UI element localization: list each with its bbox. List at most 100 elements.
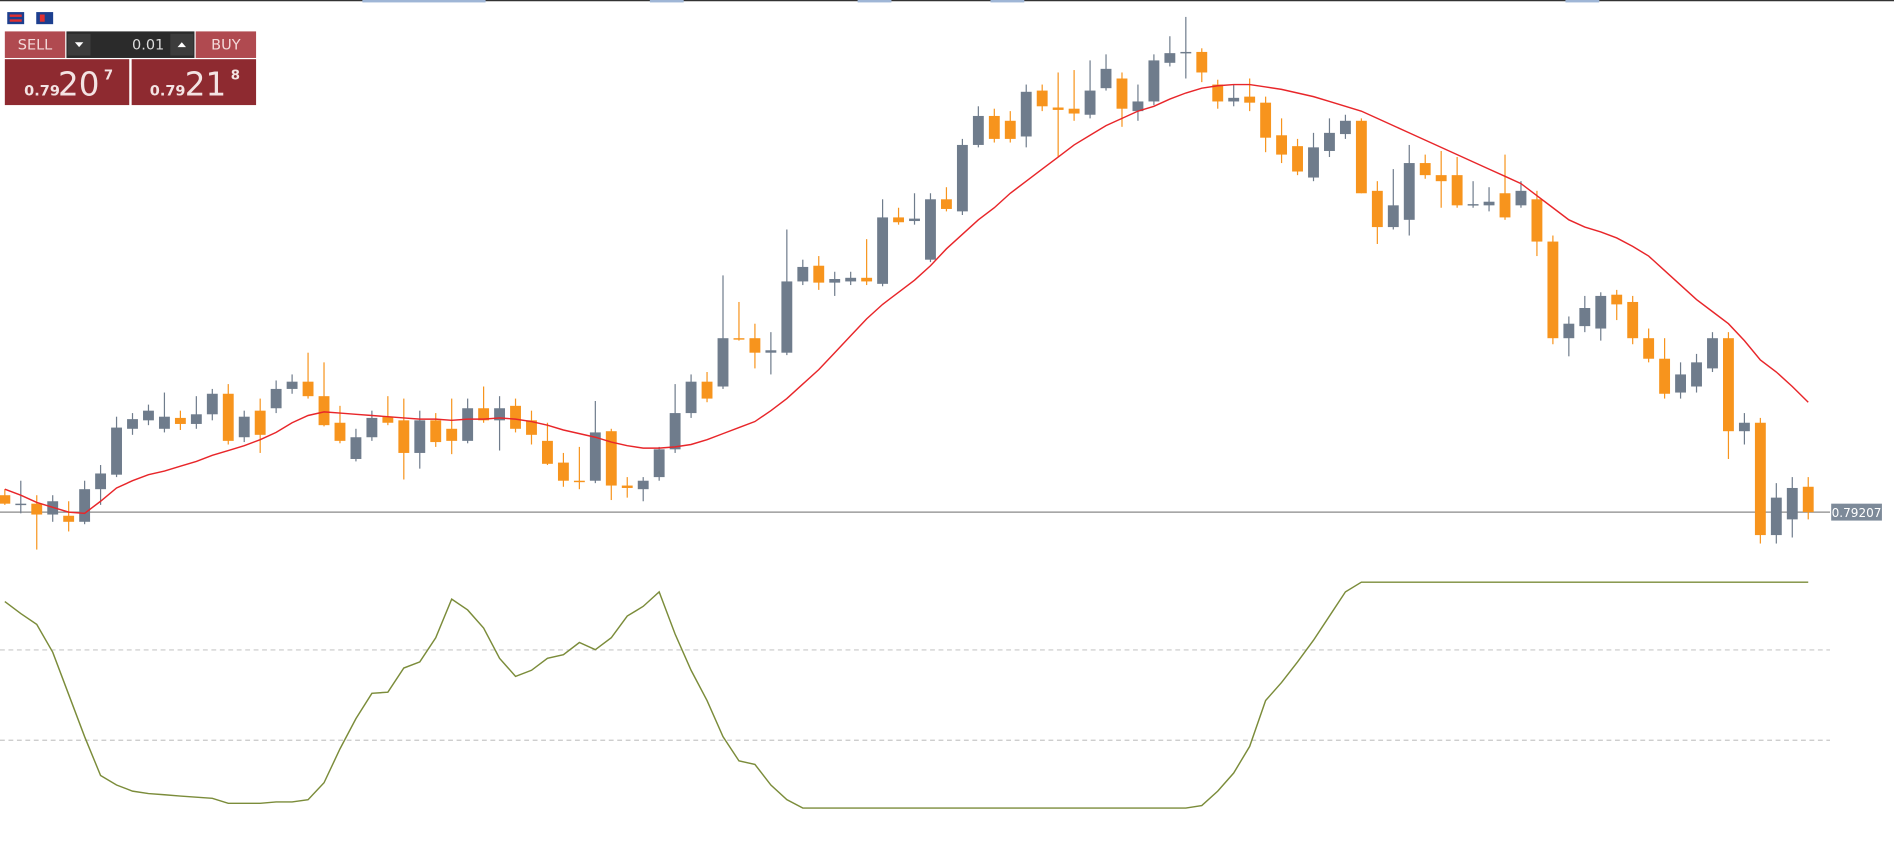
candle-body xyxy=(382,416,394,423)
candle-body xyxy=(63,515,75,522)
toolbar-icons xyxy=(7,12,54,25)
candle-body xyxy=(1355,120,1367,194)
sell-button[interactable] xyxy=(4,31,66,58)
candle-body xyxy=(877,217,889,284)
candle-body xyxy=(605,431,617,486)
candle-body xyxy=(510,405,521,429)
candle-body xyxy=(1627,301,1639,339)
candle-body xyxy=(1579,308,1591,327)
marker xyxy=(362,0,486,3)
candle-body xyxy=(1084,90,1096,115)
top-markers xyxy=(362,0,1600,3)
icon[interactable] xyxy=(7,12,25,25)
candle-body xyxy=(1435,175,1447,182)
candle-body xyxy=(1260,102,1272,138)
candle-body xyxy=(1276,135,1288,155)
candle-body xyxy=(621,485,633,488)
candle-body xyxy=(190,414,202,424)
candle-body xyxy=(1467,204,1479,206)
trade-panel: SELL 0.01 BUY 0.79 20 7 0.79 21 8 xyxy=(4,31,257,106)
candle-body xyxy=(206,393,218,415)
candle-body xyxy=(254,410,266,435)
marker xyxy=(857,0,892,3)
candle-body xyxy=(909,218,920,222)
candle-body xyxy=(1116,78,1128,109)
candle-body xyxy=(701,381,713,399)
candle-body xyxy=(1531,199,1543,242)
candle-body xyxy=(462,408,474,441)
candle-body xyxy=(1770,497,1782,536)
price-label-bg xyxy=(1831,503,1882,521)
candle-body xyxy=(1675,374,1686,393)
candle-body xyxy=(1786,487,1798,520)
candle-body xyxy=(637,480,649,490)
candle-body xyxy=(781,281,793,353)
candle-body xyxy=(813,265,825,283)
candle-body xyxy=(1754,422,1766,536)
moving-average xyxy=(4,83,1809,515)
candle-body xyxy=(302,381,314,397)
candle-body xyxy=(1052,107,1064,110)
candle-body xyxy=(95,473,107,490)
candle-body xyxy=(893,217,904,223)
buy-price-box[interactable] xyxy=(131,59,257,106)
buy-button[interactable] xyxy=(195,31,257,58)
candle-body xyxy=(1595,295,1607,329)
candle-body xyxy=(1659,358,1671,394)
sell-price-box[interactable] xyxy=(4,59,130,106)
buy-label: BUY xyxy=(211,38,241,54)
candle-body xyxy=(573,480,585,483)
candle-body xyxy=(1643,338,1655,359)
candle-body xyxy=(717,338,729,387)
marker xyxy=(1565,0,1600,3)
candle-body xyxy=(318,396,330,426)
candle-body xyxy=(861,277,873,282)
candle-body xyxy=(1292,146,1303,172)
candle-body xyxy=(1020,91,1032,137)
candle-body xyxy=(1100,68,1112,89)
candle-body xyxy=(31,503,43,515)
candle-body xyxy=(222,393,234,441)
arrow-up xyxy=(177,42,187,48)
sell-point: 7 xyxy=(104,69,113,84)
candle-body xyxy=(972,115,984,145)
candle-body xyxy=(127,419,138,429)
candle-body xyxy=(1451,175,1463,206)
candle-body xyxy=(1563,323,1575,339)
candle-body xyxy=(1371,190,1383,228)
lot-value[interactable]: 0.01 xyxy=(132,38,164,54)
candle-body xyxy=(1228,97,1240,102)
candle-body xyxy=(286,381,298,389)
candle-body xyxy=(79,489,91,522)
candle-body xyxy=(158,416,170,429)
candle-body xyxy=(1180,51,1192,54)
candle-body xyxy=(1802,486,1814,513)
candle-body xyxy=(1244,96,1256,103)
candle-body xyxy=(940,199,952,209)
candle-body xyxy=(494,408,506,421)
candle-body xyxy=(1036,90,1048,107)
icon-detail xyxy=(9,14,22,17)
candle-body xyxy=(174,417,186,424)
candle-body xyxy=(1515,190,1527,206)
candle-body xyxy=(1212,84,1224,102)
candle-body xyxy=(1611,294,1623,305)
marker xyxy=(649,0,684,3)
candle-body xyxy=(1547,241,1559,339)
candle-body xyxy=(430,420,442,443)
candle-body xyxy=(414,420,426,453)
candle-body xyxy=(366,417,378,438)
sell-big-figure: 0.79 xyxy=(24,83,60,99)
candle-body xyxy=(1196,51,1208,73)
candle-body xyxy=(1483,201,1495,206)
candle-body xyxy=(956,144,968,212)
icon-detail xyxy=(39,14,45,22)
sell-pips: 20 xyxy=(58,65,100,103)
candle-body xyxy=(797,266,809,282)
candle-body xyxy=(1308,147,1319,178)
candle-body xyxy=(765,350,777,353)
candle-body xyxy=(685,381,697,414)
candle-body xyxy=(749,338,761,353)
